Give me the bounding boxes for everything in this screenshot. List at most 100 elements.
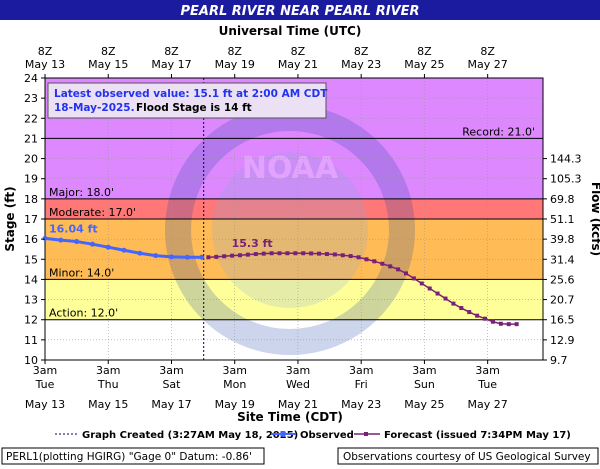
observed-point xyxy=(137,250,143,256)
left-tick-label: 19 xyxy=(24,173,38,186)
threshold-label: Moderate: 17.0' xyxy=(49,206,136,219)
top-tick-hour: 8Z xyxy=(417,45,432,58)
right-tick-label: 16.5 xyxy=(550,314,575,327)
forecast-line xyxy=(208,252,517,325)
forecast-point xyxy=(475,313,480,318)
forecast-point xyxy=(380,261,385,266)
forecast-point xyxy=(277,251,282,256)
legend-forecast-marker xyxy=(364,432,368,436)
forecast-point xyxy=(356,255,361,260)
observed-value-label: 16.04 ft xyxy=(49,222,98,235)
right-tick-label: 39.8 xyxy=(550,233,575,246)
forecast-point xyxy=(237,253,242,258)
top-tick-hour: 8Z xyxy=(291,45,306,58)
forecast-point xyxy=(285,251,290,256)
bottom-tick-date: May 25 xyxy=(404,398,444,411)
right-tick-label: 20.7 xyxy=(550,294,575,307)
forecast-point xyxy=(388,264,393,269)
observed-point xyxy=(58,237,64,243)
forecast-point xyxy=(467,310,472,315)
forecast-point xyxy=(261,251,266,256)
forecast-point xyxy=(269,251,274,256)
threshold-label: Action: 12.0' xyxy=(49,307,118,320)
observed-point xyxy=(105,244,111,250)
info-box: Latest observed value: 15.1 ft at 2:00 A… xyxy=(47,82,328,119)
bottom-tick-hour: 3am xyxy=(286,364,310,377)
top-tick-hour: 8Z xyxy=(38,45,53,58)
bottom-tick-hour: 3am xyxy=(33,364,57,377)
bottom-tick-date: May 19 xyxy=(215,398,255,411)
left-tick-label: 24 xyxy=(24,72,38,85)
bottom-tick-day: Tue xyxy=(35,378,55,391)
top-tick-hour: 8Z xyxy=(164,45,179,58)
forecast-point xyxy=(253,252,258,257)
right-tick-label: 69.8 xyxy=(550,193,575,206)
bottom-tick-hour: 3am xyxy=(222,364,246,377)
left-tick-label: 14 xyxy=(24,273,38,286)
left-tick-label: 10 xyxy=(24,354,38,367)
left-tick-label: 16 xyxy=(24,233,38,246)
forecast-point xyxy=(443,296,448,301)
footer-right-box xyxy=(337,447,599,465)
footer-courtesy: Observations courtesy of US Geological S… xyxy=(343,451,591,463)
bottom-tick-hour: 3am xyxy=(412,364,436,377)
legend: Graph Created (3:27AM May 18, 2025) Obse… xyxy=(55,430,571,441)
bottom-tick-date: May 21 xyxy=(278,398,318,411)
top-tick-date: May 17 xyxy=(151,58,191,71)
right-axis-title: Flow (kcfs) xyxy=(589,182,600,256)
observed-point xyxy=(121,247,127,253)
left-axis-title: Stage (ft) xyxy=(3,186,17,251)
forecast-point xyxy=(230,253,235,258)
info-date: 18-May-2025. xyxy=(54,102,135,114)
major-band xyxy=(45,198,543,219)
bottom-tick-day: Wed xyxy=(286,378,310,391)
series-layer: 16.04 ft 15.3 ft xyxy=(42,222,519,327)
top-tick-hour: 8Z xyxy=(354,45,369,58)
footer: PERL1(plotting HGIRG) "Gage 0" Datum: -0… xyxy=(1,447,599,465)
noaa-logo-text: NOAA xyxy=(242,151,339,186)
forecast-point xyxy=(222,254,227,259)
top-tick-hour: 8Z xyxy=(227,45,242,58)
legend-graph-created: Graph Created (3:27AM May 18, 2025) xyxy=(82,430,298,441)
bottom-tick-date: May 23 xyxy=(341,398,381,411)
forecast-point xyxy=(293,251,298,256)
forecast-point xyxy=(498,321,503,326)
observed-point xyxy=(168,254,174,260)
threshold-label: Minor: 14.0' xyxy=(49,266,114,279)
forecast-point xyxy=(403,271,408,276)
top-tick-hour: 8Z xyxy=(480,45,495,58)
bottom-tick-date: May 15 xyxy=(88,398,128,411)
left-tick-label: 11 xyxy=(24,334,38,347)
observed-point xyxy=(74,239,80,245)
title-bar xyxy=(0,0,600,20)
top-tick-date: May 25 xyxy=(404,58,444,71)
bottom-axis-title: Site Time (CDT) xyxy=(237,410,343,424)
forecast-point xyxy=(451,301,456,306)
bottom-tick-hour: 3am xyxy=(349,364,373,377)
bottom-tick-date: May 17 xyxy=(151,398,191,411)
forecast-point xyxy=(459,306,464,311)
top-tick-date: May 21 xyxy=(278,58,318,71)
forecast-point xyxy=(490,319,495,324)
bottom-tick-hour: 3am xyxy=(96,364,120,377)
forecast-point xyxy=(514,322,519,327)
observed-point xyxy=(199,254,205,260)
top-tick-date: May 15 xyxy=(88,58,128,71)
legend-observed-marker xyxy=(280,431,286,437)
left-tick-label: 12 xyxy=(24,314,38,327)
observed-point xyxy=(184,254,190,260)
top-axis-title: Universal Time (UTC) xyxy=(219,24,362,38)
axis-tick-labels: 10 11 12 13 14 15 16 17 18 19 20 21 22 23 24 9.7 12.9 16.… xyxy=(24,45,582,411)
forecast-point xyxy=(419,281,424,286)
bottom-tick-date: May 13 xyxy=(25,398,65,411)
forecast-point xyxy=(301,251,306,256)
legend-observed: Observed xyxy=(300,430,354,441)
threshold-labels: Record: 21.0' Major: 18.0' Moderate: 17.0'… xyxy=(49,125,535,319)
forecast-point xyxy=(506,322,511,327)
bottom-tick-hour: 3am xyxy=(475,364,499,377)
threshold-label: Record: 21.0' xyxy=(462,125,535,138)
top-tick-date: May 27 xyxy=(468,58,508,71)
bottom-tick-day: Mon xyxy=(223,378,246,391)
